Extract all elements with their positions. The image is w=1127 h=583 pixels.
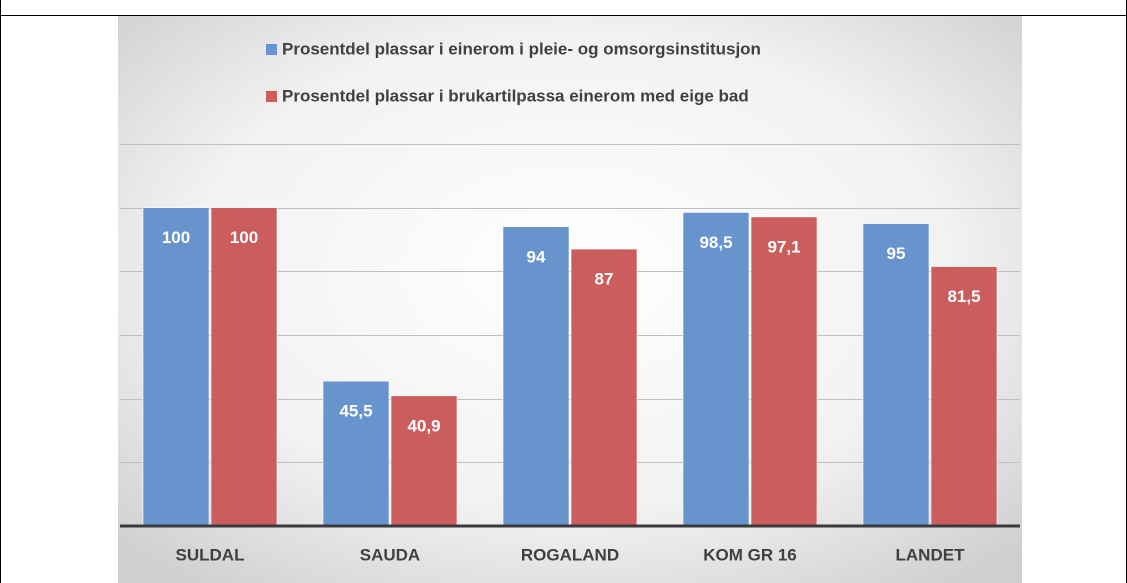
bar <box>210 207 278 527</box>
bar <box>682 212 750 527</box>
data-label: 98,5 <box>699 233 732 252</box>
bar <box>750 216 818 527</box>
x-tick-label: ROGALAND <box>521 545 619 564</box>
chart: Prosentdel plassar i einerom i pleie- og… <box>120 39 1020 564</box>
data-label: 95 <box>887 244 906 263</box>
bar <box>322 380 390 527</box>
bar <box>142 207 210 527</box>
data-label: 40,9 <box>407 416 440 435</box>
data-label: 45,5 <box>339 402 372 421</box>
data-label: 100 <box>162 228 190 247</box>
legend-swatch <box>266 44 277 55</box>
data-label: 94 <box>527 247 546 266</box>
data-label: 81,5 <box>947 287 980 306</box>
x-tick-label: SULDAL <box>176 545 245 564</box>
data-label: 100 <box>230 228 258 247</box>
data-label: 97,1 <box>767 237 800 256</box>
legend-swatch <box>266 91 277 102</box>
bar <box>502 226 570 527</box>
bar <box>570 248 638 527</box>
legend-label: Prosentdel plassar i einerom i pleie- og… <box>282 39 761 58</box>
x-tick-label: SAUDA <box>360 545 420 564</box>
legend-label: Prosentdel plassar i brukartilpassa eine… <box>282 86 749 105</box>
x-tick-label: LANDET <box>896 545 966 564</box>
bar <box>390 395 458 527</box>
data-label: 87 <box>595 270 614 289</box>
x-tick-label: KOM GR 16 <box>703 545 797 564</box>
bar <box>862 223 930 527</box>
